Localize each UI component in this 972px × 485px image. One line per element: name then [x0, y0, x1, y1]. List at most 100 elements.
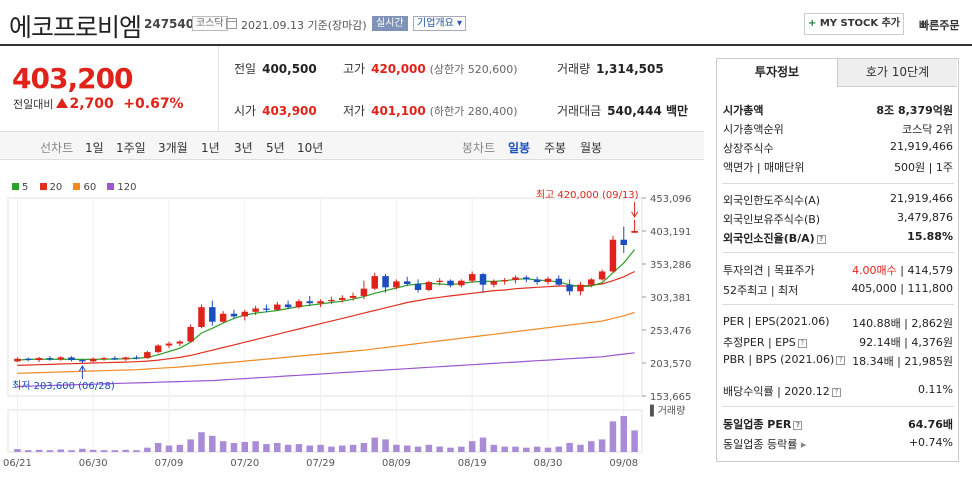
- help-icon[interactable]: ?: [831, 388, 841, 397]
- period-1y[interactable]: 1년: [201, 141, 220, 155]
- legend-ma60: 60: [83, 182, 97, 193]
- opinion-row: 투자의견 | 목표주가 4.00매수 | 414,579: [723, 264, 953, 277]
- volume-bar: [154, 443, 162, 452]
- volume-bar: [598, 439, 606, 452]
- volume-bar: [24, 450, 32, 452]
- volume-bar: [144, 447, 151, 452]
- min-arrow-head: [78, 365, 86, 372]
- ma120-line: [17, 352, 635, 388]
- candle-body: [609, 239, 617, 272]
- amount-stat: 거래대금 540,444 백만: [557, 104, 689, 118]
- base-date: 2021.09.13 기준(장마감): [241, 19, 367, 32]
- help-icon[interactable]: ?: [836, 356, 846, 365]
- volume-bar: [458, 446, 465, 452]
- y-tick-label: 403,191: [650, 227, 691, 238]
- max-annotation: 최고 420,000 (09/13): [536, 189, 639, 201]
- candle-body: [122, 357, 129, 360]
- volume-bar: [501, 446, 508, 452]
- y-tick-label: 453,096: [650, 194, 691, 205]
- par-value-row: 액면가 | 매매단위 500원 | 1주: [723, 161, 953, 174]
- candle-body: [544, 278, 552, 283]
- listed-shares-row: 상장주식수 21,919,466: [723, 140, 953, 155]
- foreign-limit-row: 외국인한도주식수(A) 21,919,466: [723, 192, 953, 207]
- divider: [722, 252, 954, 253]
- volume-bar: [577, 444, 584, 452]
- candle-body: [241, 311, 249, 317]
- volume-bar: [382, 439, 389, 452]
- dividend-row: 배당수익률 | 2020.12? 0.11%: [723, 383, 953, 398]
- period-1w[interactable]: 1주일: [116, 141, 146, 155]
- est-per-row: 추정PER | EPS? 92.14배 | 4,376원: [723, 336, 953, 349]
- line-chart-label: 선차트: [40, 141, 74, 155]
- tab-investment-info[interactable]: 투자정보: [717, 59, 837, 87]
- volume-bar: [274, 443, 281, 452]
- my-stock-add-button[interactable]: + MY STOCK 추가: [804, 13, 904, 35]
- volume-bar: [609, 421, 617, 452]
- stock-header: 에코프로비엠 247540 코스닥 2021.09.13 기준(장마감) 실시간…: [0, 0, 972, 46]
- volume-bar: [555, 446, 563, 452]
- y-tick-label: 203,570: [650, 359, 691, 370]
- volume-bar: [544, 447, 552, 452]
- current-price: 403,200: [12, 62, 134, 95]
- period-1d[interactable]: 1일: [85, 141, 104, 155]
- candle-body: [68, 357, 75, 361]
- company-overview-dropdown[interactable]: 기업개요 ▾: [413, 16, 466, 31]
- investment-info-panel: 투자정보 호가 10단계 시가총액 8조 8,379억원 시가총액순위 코스닥 2위…: [716, 58, 959, 462]
- candle-body: [620, 239, 628, 246]
- x-tick-label: 07/09: [155, 458, 184, 469]
- volume-bar: [588, 441, 595, 452]
- divider: [722, 304, 954, 305]
- volume-bar: [79, 448, 86, 452]
- y-tick-label: 253,476: [650, 326, 691, 337]
- candle-body: [111, 358, 119, 360]
- candle-daily[interactable]: 일봉: [508, 141, 531, 155]
- help-icon[interactable]: ?: [793, 421, 803, 430]
- legend-ma20: 20: [49, 182, 63, 193]
- volume-bar: [284, 444, 292, 452]
- help-icon[interactable]: ?: [797, 339, 807, 348]
- candle-body: [35, 358, 43, 361]
- realtime-button[interactable]: 실시간: [372, 16, 408, 31]
- candle-body: [306, 301, 314, 304]
- period-3y[interactable]: 3년: [234, 141, 253, 155]
- x-tick-label: 07/20: [230, 458, 259, 469]
- candle-body: [393, 281, 400, 288]
- volume-bar: [187, 439, 194, 452]
- candle-body: [458, 280, 465, 286]
- volume-bar: [328, 446, 335, 452]
- candle-body: [263, 308, 270, 310]
- help-icon[interactable]: ?: [816, 235, 826, 244]
- period-10y[interactable]: 10년: [297, 141, 324, 155]
- x-tick-label: 06/21: [3, 458, 32, 469]
- x-tick-label: 08/30: [534, 458, 563, 469]
- candle-chart-label: 봉차트: [462, 141, 496, 155]
- open-stat: 시가 403,900: [234, 104, 317, 118]
- candle-body: [425, 282, 433, 290]
- period-5y[interactable]: 5년: [266, 141, 285, 155]
- legend-swatch-ma60: [73, 183, 81, 190]
- quick-order-link[interactable]: 빠른주문: [919, 19, 960, 32]
- volume-bar: [252, 441, 259, 452]
- tab-order-book[interactable]: 호가 10단계: [837, 59, 957, 87]
- candle-body: [360, 288, 368, 296]
- chart-canvas[interactable]: 453,096 403,191 353,286 303,381 253,476 203,5…: [0, 160, 704, 485]
- candle-body: [274, 304, 281, 310]
- x-tick-label: 08/19: [458, 458, 487, 469]
- candle-body: [566, 284, 573, 292]
- legend-swatch-ma20: [39, 183, 47, 190]
- change-amount: 2,700: [69, 96, 114, 112]
- candle-body: [198, 307, 205, 328]
- legend-swatch-ma5: [12, 183, 19, 190]
- volume-bar: [371, 437, 378, 452]
- period-3m[interactable]: 3개월: [158, 141, 188, 155]
- foreign-holding-row: 외국인보유주식수(B) 3,479,876: [723, 211, 953, 226]
- candle-weekly[interactable]: 주봉: [544, 141, 567, 155]
- change-label: 전일대비: [13, 98, 54, 111]
- volume-bar: [317, 444, 324, 452]
- candle-body: [24, 358, 32, 361]
- stock-chart[interactable]: 5 20 60 120 453,096 403,191 353,286 303,381…: [0, 160, 704, 485]
- candle-monthly[interactable]: 월봉: [580, 141, 603, 155]
- price-panel-frame: [7, 197, 643, 397]
- candle-body: [230, 313, 238, 317]
- volume-bar: [490, 444, 498, 452]
